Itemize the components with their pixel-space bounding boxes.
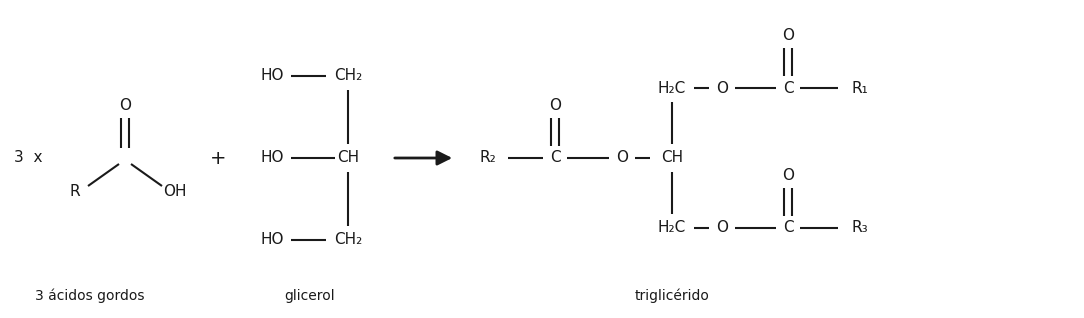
Text: +: + [209, 149, 227, 168]
Text: CH₂: CH₂ [334, 68, 362, 84]
Text: CH: CH [661, 150, 683, 165]
Text: R: R [69, 183, 80, 198]
Text: O: O [119, 99, 131, 114]
Text: R₂: R₂ [479, 150, 496, 165]
Text: CH: CH [337, 150, 359, 165]
Text: C: C [783, 80, 793, 95]
Text: glicerol: glicerol [285, 289, 335, 303]
Text: O: O [782, 29, 793, 44]
Text: O: O [549, 99, 562, 114]
Text: O: O [717, 80, 728, 95]
Text: H₂C: H₂C [658, 220, 686, 236]
Text: 3  x: 3 x [14, 150, 42, 165]
Text: C: C [783, 220, 793, 236]
Text: HO: HO [260, 150, 284, 165]
Text: OH: OH [164, 183, 186, 198]
Text: O: O [782, 169, 793, 183]
Text: HO: HO [260, 232, 284, 247]
Text: H₂C: H₂C [658, 80, 686, 95]
Text: CH₂: CH₂ [334, 232, 362, 247]
Text: triglicérido: triglicérido [634, 289, 709, 303]
Text: 3 ácidos gordos: 3 ácidos gordos [36, 289, 145, 303]
Text: R₃: R₃ [852, 220, 868, 236]
Text: C: C [550, 150, 560, 165]
Text: HO: HO [260, 68, 284, 84]
Text: R₁: R₁ [852, 80, 868, 95]
Text: O: O [717, 220, 728, 236]
Text: O: O [616, 150, 628, 165]
